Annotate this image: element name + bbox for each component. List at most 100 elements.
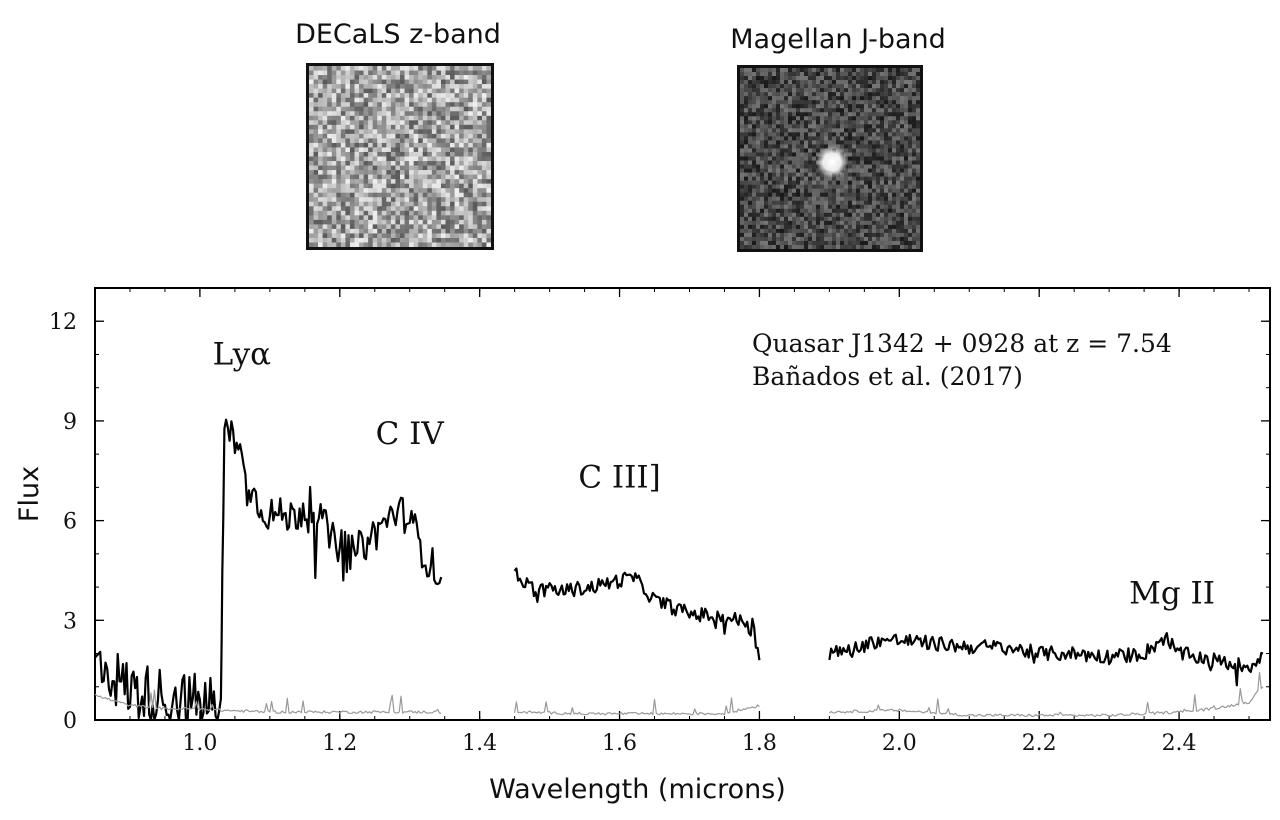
noise-pixel <box>440 88 446 94</box>
noise-pixel <box>744 72 749 77</box>
noise-pixel <box>880 204 885 210</box>
noise-pixel <box>450 201 455 207</box>
noise-pixel <box>748 68 753 73</box>
noise-pixel <box>481 70 487 76</box>
noise-pixel <box>327 129 333 135</box>
noise-pixel <box>784 220 789 226</box>
noise-pixel <box>354 183 360 189</box>
noise-pixel <box>486 179 491 184</box>
noise-pixel <box>422 111 428 117</box>
noise-pixel <box>340 210 346 216</box>
noise-pixel <box>422 224 428 230</box>
noise-pixel <box>309 124 314 130</box>
noise-pixel <box>820 104 825 109</box>
noise-pixel <box>896 92 901 97</box>
noise-pixel <box>354 115 360 121</box>
noise-pixel <box>377 192 383 198</box>
noise-pixel <box>463 102 469 108</box>
noise-pixel <box>486 165 491 171</box>
noise-pixel <box>812 204 817 210</box>
noise-pixel <box>340 66 346 71</box>
noise-pixel <box>400 115 405 121</box>
noise-pixel <box>409 224 414 230</box>
noise-pixel <box>345 129 351 135</box>
noise-pixel <box>892 164 897 169</box>
noise-pixel <box>772 208 777 214</box>
noise-pixel <box>454 151 460 157</box>
noise-pixel <box>860 124 865 129</box>
decals-title: DECaLS z-band <box>295 19 501 50</box>
noise-pixel <box>800 228 805 234</box>
noise-pixel <box>327 138 333 144</box>
noise-pixel <box>896 184 901 189</box>
noise-pixel <box>860 108 865 113</box>
noise-pixel <box>864 176 869 181</box>
noise-pixel <box>872 68 877 73</box>
noise-pixel <box>377 151 383 157</box>
noise-pixel <box>363 219 369 225</box>
noise-pixel <box>852 132 857 137</box>
noise-pixel <box>477 242 483 247</box>
noise-pixel <box>784 172 789 177</box>
noise-pixel <box>864 208 869 214</box>
noise-pixel <box>852 144 857 149</box>
noise-pixel <box>327 188 333 194</box>
noise-pixel <box>349 165 355 171</box>
noise-pixel <box>816 240 821 246</box>
noise-pixel <box>748 236 753 242</box>
noise-pixel <box>844 212 849 218</box>
noise-pixel <box>427 188 433 194</box>
noise-pixel <box>440 75 446 80</box>
noise-pixel <box>900 104 905 109</box>
noise-pixel <box>772 96 777 101</box>
noise-pixel <box>756 152 761 157</box>
noise-pixel <box>816 124 821 129</box>
noise-pixel <box>836 88 841 93</box>
noise-pixel <box>912 148 917 153</box>
noise-pixel <box>760 188 765 193</box>
noise-pixel <box>327 120 333 126</box>
noise-pixel <box>824 216 829 222</box>
noise-pixel <box>354 75 360 80</box>
noise-pixel <box>916 220 920 226</box>
noise-pixel <box>872 164 877 169</box>
noise-pixel <box>808 228 813 234</box>
noise-pixel <box>864 192 869 198</box>
noise-pixel <box>309 129 314 135</box>
noise-pixel <box>812 80 817 85</box>
noise-pixel <box>340 197 346 203</box>
noise-pixel <box>836 188 841 193</box>
noise-pixel <box>812 236 817 242</box>
noise-pixel <box>896 160 901 165</box>
noise-pixel <box>427 242 433 247</box>
noise-pixel <box>836 128 841 133</box>
noise-pixel <box>884 164 889 169</box>
noise-pixel <box>768 132 773 137</box>
noise-pixel <box>336 179 342 184</box>
noise-pixel <box>852 120 857 125</box>
noise-pixel <box>772 124 777 129</box>
noise-pixel <box>808 120 813 125</box>
noise-pixel <box>472 201 478 207</box>
noise-pixel <box>832 220 837 226</box>
noise-pixel <box>345 228 351 234</box>
noise-pixel <box>372 179 378 184</box>
noise-pixel <box>463 106 469 112</box>
noise-pixel <box>372 242 378 247</box>
noise-pixel <box>372 84 378 89</box>
noise-pixel <box>876 196 881 202</box>
noise-pixel <box>440 129 446 135</box>
noise-pixel <box>872 192 877 198</box>
noise-pixel <box>824 180 829 185</box>
noise-pixel <box>892 180 897 185</box>
noise-pixel <box>796 104 801 109</box>
noise-pixel <box>832 240 837 246</box>
noise-pixel <box>395 228 401 234</box>
noise-pixel <box>409 161 414 166</box>
noise-pixel <box>445 161 451 166</box>
noise-pixel <box>413 174 419 180</box>
noise-pixel <box>772 184 777 189</box>
noise-pixel <box>760 96 765 101</box>
noise-pixel <box>900 128 905 133</box>
noise-pixel <box>768 144 773 149</box>
